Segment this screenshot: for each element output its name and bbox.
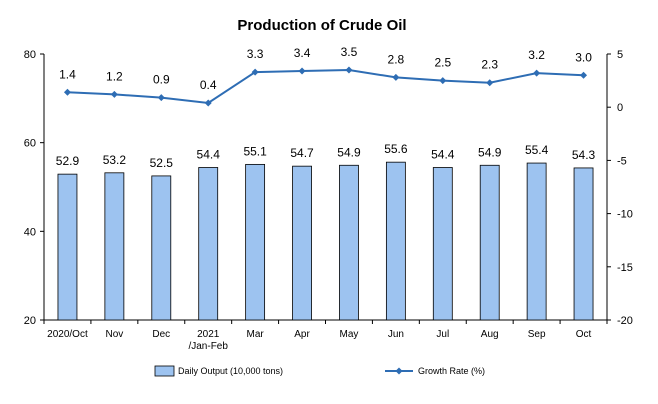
- bar-series: [57, 161, 594, 321]
- line-point: [157, 94, 165, 102]
- line-value-label: 2.3: [481, 58, 498, 72]
- line-value-label: 0.4: [200, 78, 217, 92]
- x-tick-label: Jun: [388, 329, 404, 340]
- legend-label-bar: Daily Output (10,000 tons): [178, 366, 283, 376]
- bar-value-label: 54.9: [478, 145, 502, 159]
- right-tick-label: 0: [617, 102, 623, 114]
- line-point: [392, 73, 400, 81]
- line-point: [251, 68, 259, 76]
- right-tick-label: -15: [617, 262, 633, 274]
- x-tick-label: 2021/Jan-Feb: [188, 329, 228, 352]
- line-value-label: 3.4: [294, 46, 311, 60]
- bar-value-label: 54.4: [197, 147, 221, 161]
- bar: [292, 165, 312, 321]
- chart-title: Production of Crude Oil: [237, 17, 406, 34]
- right-tick-label: -5: [617, 155, 627, 167]
- x-tick-label: Oct: [576, 329, 592, 340]
- x-axis-labels: 2020/Oct Nov Dec 2021/Jan-Feb Mar Apr May Jun Ju…: [47, 329, 591, 352]
- x-tick-label: Dec: [152, 329, 170, 340]
- bar: [432, 167, 453, 321]
- bar-value-label: 54.7: [290, 146, 314, 160]
- x-tick-label: Jul: [436, 329, 449, 340]
- line-value-label: 3.2: [528, 48, 545, 62]
- bar: [151, 175, 172, 321]
- left-tick-label: 20: [24, 315, 36, 327]
- line-value-label: 2.8: [388, 52, 405, 66]
- bar-value-label: 55.6: [384, 142, 408, 156]
- legend: Daily Output (10,000 tons) Growth Rate (%…: [154, 365, 485, 377]
- line-series: [63, 66, 588, 107]
- bar: [245, 163, 266, 321]
- x-tick-label: Aug: [481, 329, 499, 340]
- bar-value-label: 55.1: [243, 144, 267, 158]
- left-tick-label: 40: [24, 226, 36, 238]
- bar: [57, 173, 78, 321]
- line-value-label: 0.9: [153, 73, 170, 87]
- bar: [104, 172, 125, 321]
- line-value-label: 1.4: [59, 67, 76, 81]
- bar-value-label: 54.4: [431, 147, 455, 161]
- x-tick-label: Mar: [247, 329, 265, 340]
- x-tick-label: 2020/Oct: [47, 329, 88, 340]
- line-point: [533, 69, 541, 77]
- bar: [339, 164, 359, 321]
- line-point: [580, 71, 588, 79]
- bar: [573, 167, 594, 321]
- legend-swatch-bar: [154, 365, 175, 377]
- line-point: [345, 66, 353, 74]
- x-tick-label: Nov: [105, 329, 123, 340]
- plot-frame: [40, 53, 611, 324]
- legend-label-line: Growth Rate (%): [418, 366, 485, 376]
- line-point: [110, 90, 118, 98]
- bar-value-label: 52.5: [150, 156, 174, 170]
- line-point: [298, 67, 306, 75]
- bar-value-label: 53.2: [103, 153, 127, 167]
- bar: [198, 167, 219, 321]
- line-value-label: 1.2: [106, 69, 123, 83]
- bar: [479, 164, 500, 321]
- left-tick-label: 60: [24, 138, 36, 150]
- line-point: [439, 77, 447, 85]
- line-point: [486, 79, 494, 87]
- right-tick-label: 5: [617, 49, 623, 61]
- x-tick-label: Apr: [294, 329, 310, 340]
- line-value-label: 2.5: [434, 56, 451, 70]
- right-tick-label: -10: [617, 209, 633, 221]
- bar-value-label: 54.3: [572, 148, 596, 162]
- bar-value-label: 54.9: [337, 145, 361, 159]
- growth-rate-line: [67, 68, 584, 104]
- bar-value-label: 52.9: [56, 154, 80, 168]
- x-tick-label: May: [340, 329, 359, 340]
- left-axis-tick-labels: 20 40 60 80: [24, 49, 36, 327]
- right-axis-tick-labels: -20 -15 -10 -5 0 5: [617, 49, 633, 327]
- bar: [385, 161, 406, 321]
- x-tick-label: Sep: [528, 329, 546, 340]
- line-value-label: 3.0: [575, 50, 592, 64]
- bar: [526, 162, 547, 321]
- line-point: [63, 88, 71, 96]
- line-data-labels: 1.4 1.2 0.9 0.4 3.3 3.4 3.5 2.8 2.5 2.3 3.2 3.0: [59, 45, 592, 92]
- line-value-label: 3.5: [341, 45, 358, 59]
- left-tick-label: 80: [24, 49, 36, 61]
- bar-value-label: 55.4: [525, 143, 549, 157]
- line-value-label: 3.3: [247, 47, 264, 61]
- line-point: [204, 99, 212, 107]
- bar-data-labels: 52.9 53.2 52.5 54.4 55.1 54.7 54.9 55.6 54.4 54.9…: [56, 142, 596, 170]
- legend-marker: [395, 367, 403, 375]
- right-tick-label: -20: [617, 315, 633, 327]
